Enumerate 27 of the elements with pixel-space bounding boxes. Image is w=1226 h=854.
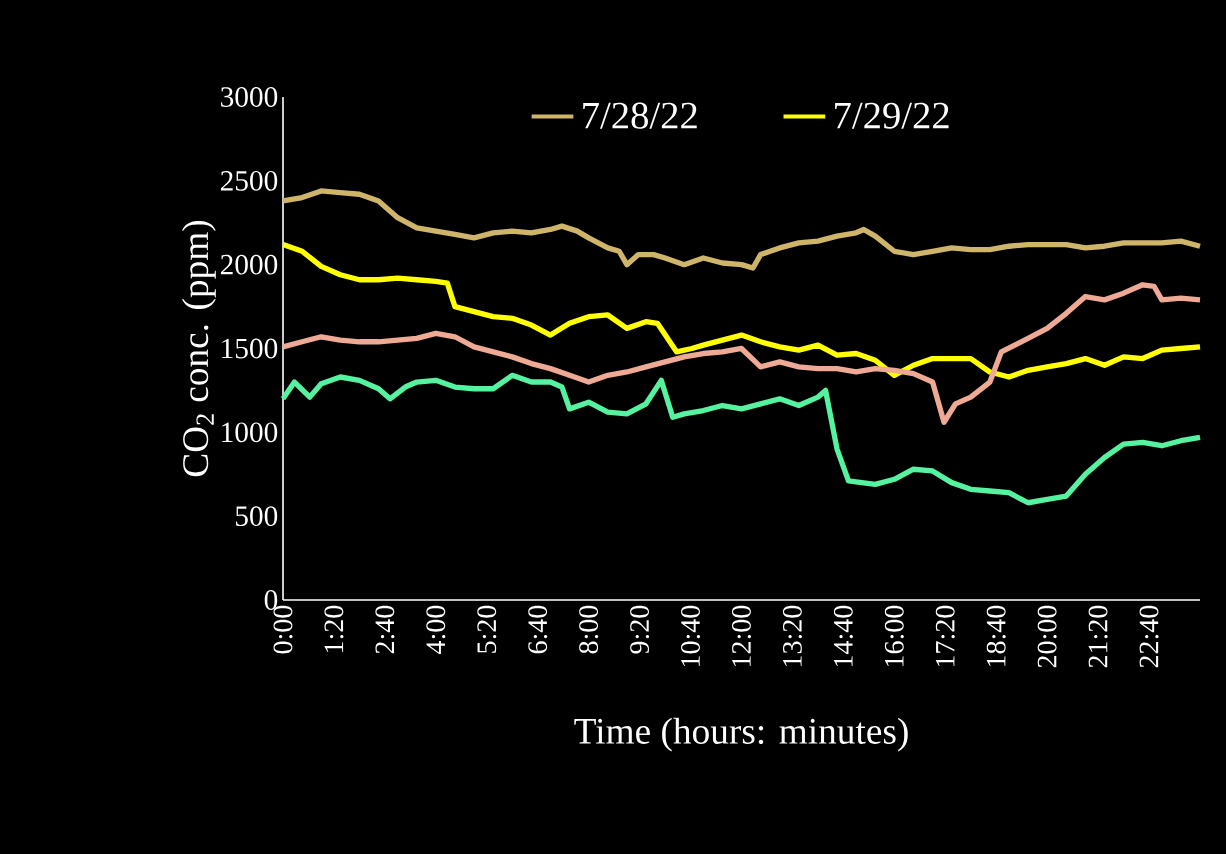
x-tick-label: 10:40 [681,605,701,667]
y-tick-label: 2000 [220,254,278,275]
x-tick-label: 20:00 [1037,605,1057,668]
x-tick-label: 21:20 [1088,605,1108,668]
x-tick-label: 16:00 [884,605,904,667]
y-tick-label: 500 [236,506,278,527]
x-tick-label: 4:00 [426,605,446,654]
x-axis-title: Time (hours: minutes) [574,717,908,752]
x-tick-label: 13:20 [782,605,802,667]
x-tick-label: 5:20 [477,605,497,653]
y-tick-label: 1000 [222,422,278,443]
legend-label: 7/29/22 [835,102,949,129]
y-tick-label: 3000 [221,87,278,107]
x-tick-label: 6:40 [528,605,548,654]
x-tick-label: 22:40 [1139,605,1159,668]
x-tick-label: 14:40 [833,605,853,667]
y-tick-label: 2500 [220,170,278,191]
x-tick-label: 12:00 [732,605,752,667]
x-tick-label: 18:40 [986,605,1006,667]
legend-label: 7/28/22 [583,102,697,129]
x-tick-label: 2:40 [375,605,395,654]
x-tick-label: 9:20 [630,605,650,654]
y-axis-title: CO$_{2}$ conc. (ppm) [181,220,216,477]
y-tick-label: 1500 [222,338,278,359]
x-tick-label: 17:20 [935,605,955,667]
x-tick-label: 1:20 [324,605,344,653]
x-tick-label: 8:00 [579,605,599,654]
